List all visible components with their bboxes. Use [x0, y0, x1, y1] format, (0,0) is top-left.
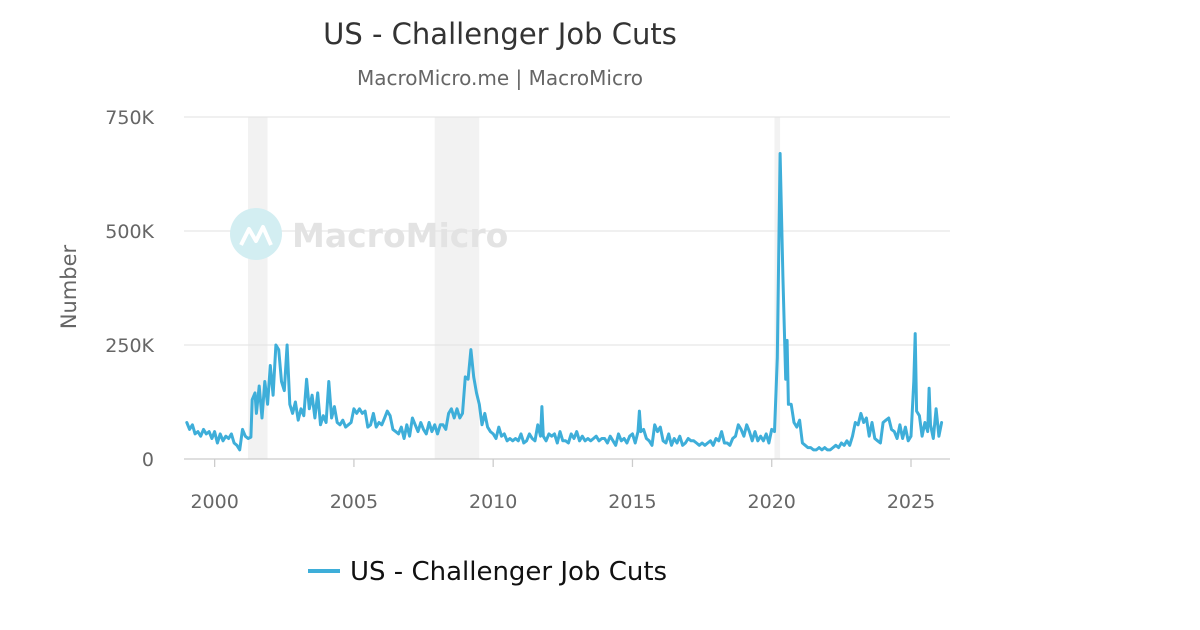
y-axis-label: Number	[57, 244, 81, 329]
x-tick-label: 2020	[748, 491, 796, 513]
x-tick-label: 2005	[330, 491, 378, 513]
legend-label[interactable]: US - Challenger Job Cuts	[350, 557, 667, 587]
watermark-logo-icon	[230, 208, 282, 260]
x-tick-label: 2025	[887, 491, 935, 513]
series-line[interactable]	[185, 152, 944, 452]
x-axis-ticks: 2000 2005 2010 2015 2020 2025	[190, 459, 935, 513]
recession-band	[434, 117, 480, 459]
x-tick-label: 2015	[608, 491, 656, 513]
grid-lines	[184, 116, 950, 460]
x-tick-label: 2000	[190, 491, 238, 513]
watermark-logo-mark	[239, 225, 273, 246]
y-tick-label: 250K	[105, 335, 154, 357]
chart-title: US - Challenger Job Cuts	[323, 17, 677, 51]
series-layer	[185, 152, 944, 452]
y-tick-label: 750K	[105, 107, 154, 129]
y-axis-ticks: 0 250K 500K 750K	[105, 107, 154, 471]
x-tick-label: 2010	[469, 491, 517, 513]
watermark-text: MacroMicro	[292, 216, 508, 255]
recession-bands	[248, 117, 781, 459]
watermark: MacroMicro	[230, 208, 508, 260]
recession-band	[248, 117, 268, 459]
chart-subtitle: MacroMicro.me | MacroMicro	[357, 66, 643, 90]
y-tick-label: 0	[142, 449, 154, 471]
y-tick-label: 500K	[105, 221, 154, 243]
legend[interactable]: US - Challenger Job Cuts	[308, 557, 667, 587]
